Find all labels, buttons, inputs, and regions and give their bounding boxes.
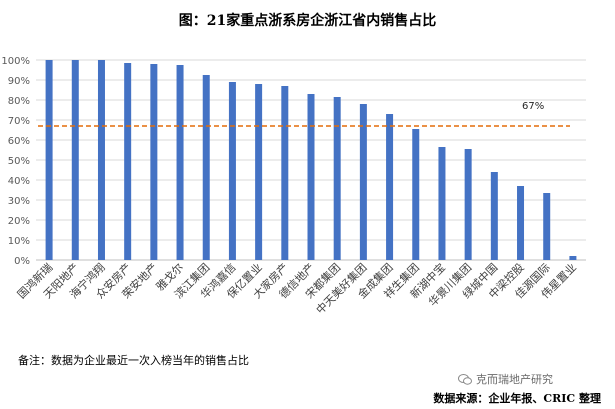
bar	[569, 256, 577, 260]
wechat-icon	[458, 373, 472, 385]
bar	[255, 84, 263, 260]
bar	[71, 60, 79, 260]
y-tick-label: 60%	[8, 136, 30, 147]
bar	[412, 129, 420, 260]
bar	[97, 60, 105, 260]
bar	[464, 149, 472, 260]
bar	[202, 75, 210, 260]
y-tick-label: 50%	[8, 156, 30, 167]
bar	[386, 114, 394, 260]
bar	[359, 104, 367, 260]
bar	[517, 186, 525, 260]
bar-chart: 0%10%20%30%40%50%60%70%80%90%100%国鸿新瑞天阳地…	[1, 56, 586, 317]
bar	[281, 86, 289, 260]
chart-title: 图：21家重点浙系房企浙江省内销售占比	[178, 13, 437, 29]
y-tick-label: 10%	[8, 236, 30, 247]
y-tick-label: 0%	[14, 256, 30, 267]
bar	[228, 82, 236, 260]
bar	[333, 97, 341, 260]
y-tick-label: 30%	[8, 196, 30, 207]
y-tick-label: 90%	[8, 76, 30, 87]
reference-line-label: 67%	[522, 101, 544, 112]
watermark: 克而瑞地产研究	[458, 371, 553, 387]
footnote: 备注：数据为企业最近一次入榜当年的销售占比	[18, 354, 249, 367]
bar	[176, 65, 184, 260]
bar	[438, 147, 446, 260]
bar	[490, 172, 498, 260]
bar	[124, 63, 132, 260]
watermark-text: 克而瑞地产研究	[476, 373, 553, 386]
y-tick-label: 20%	[8, 216, 30, 227]
y-tick-label: 80%	[8, 96, 30, 107]
y-tick-label: 70%	[8, 116, 30, 127]
bar	[543, 193, 551, 260]
bar	[150, 64, 158, 260]
y-tick-label: 100%	[1, 56, 30, 67]
bar	[307, 94, 315, 260]
data-source: 数据来源：企业年报、CRIC 整理	[433, 392, 601, 405]
bar	[45, 60, 53, 260]
y-tick-label: 40%	[8, 176, 30, 187]
